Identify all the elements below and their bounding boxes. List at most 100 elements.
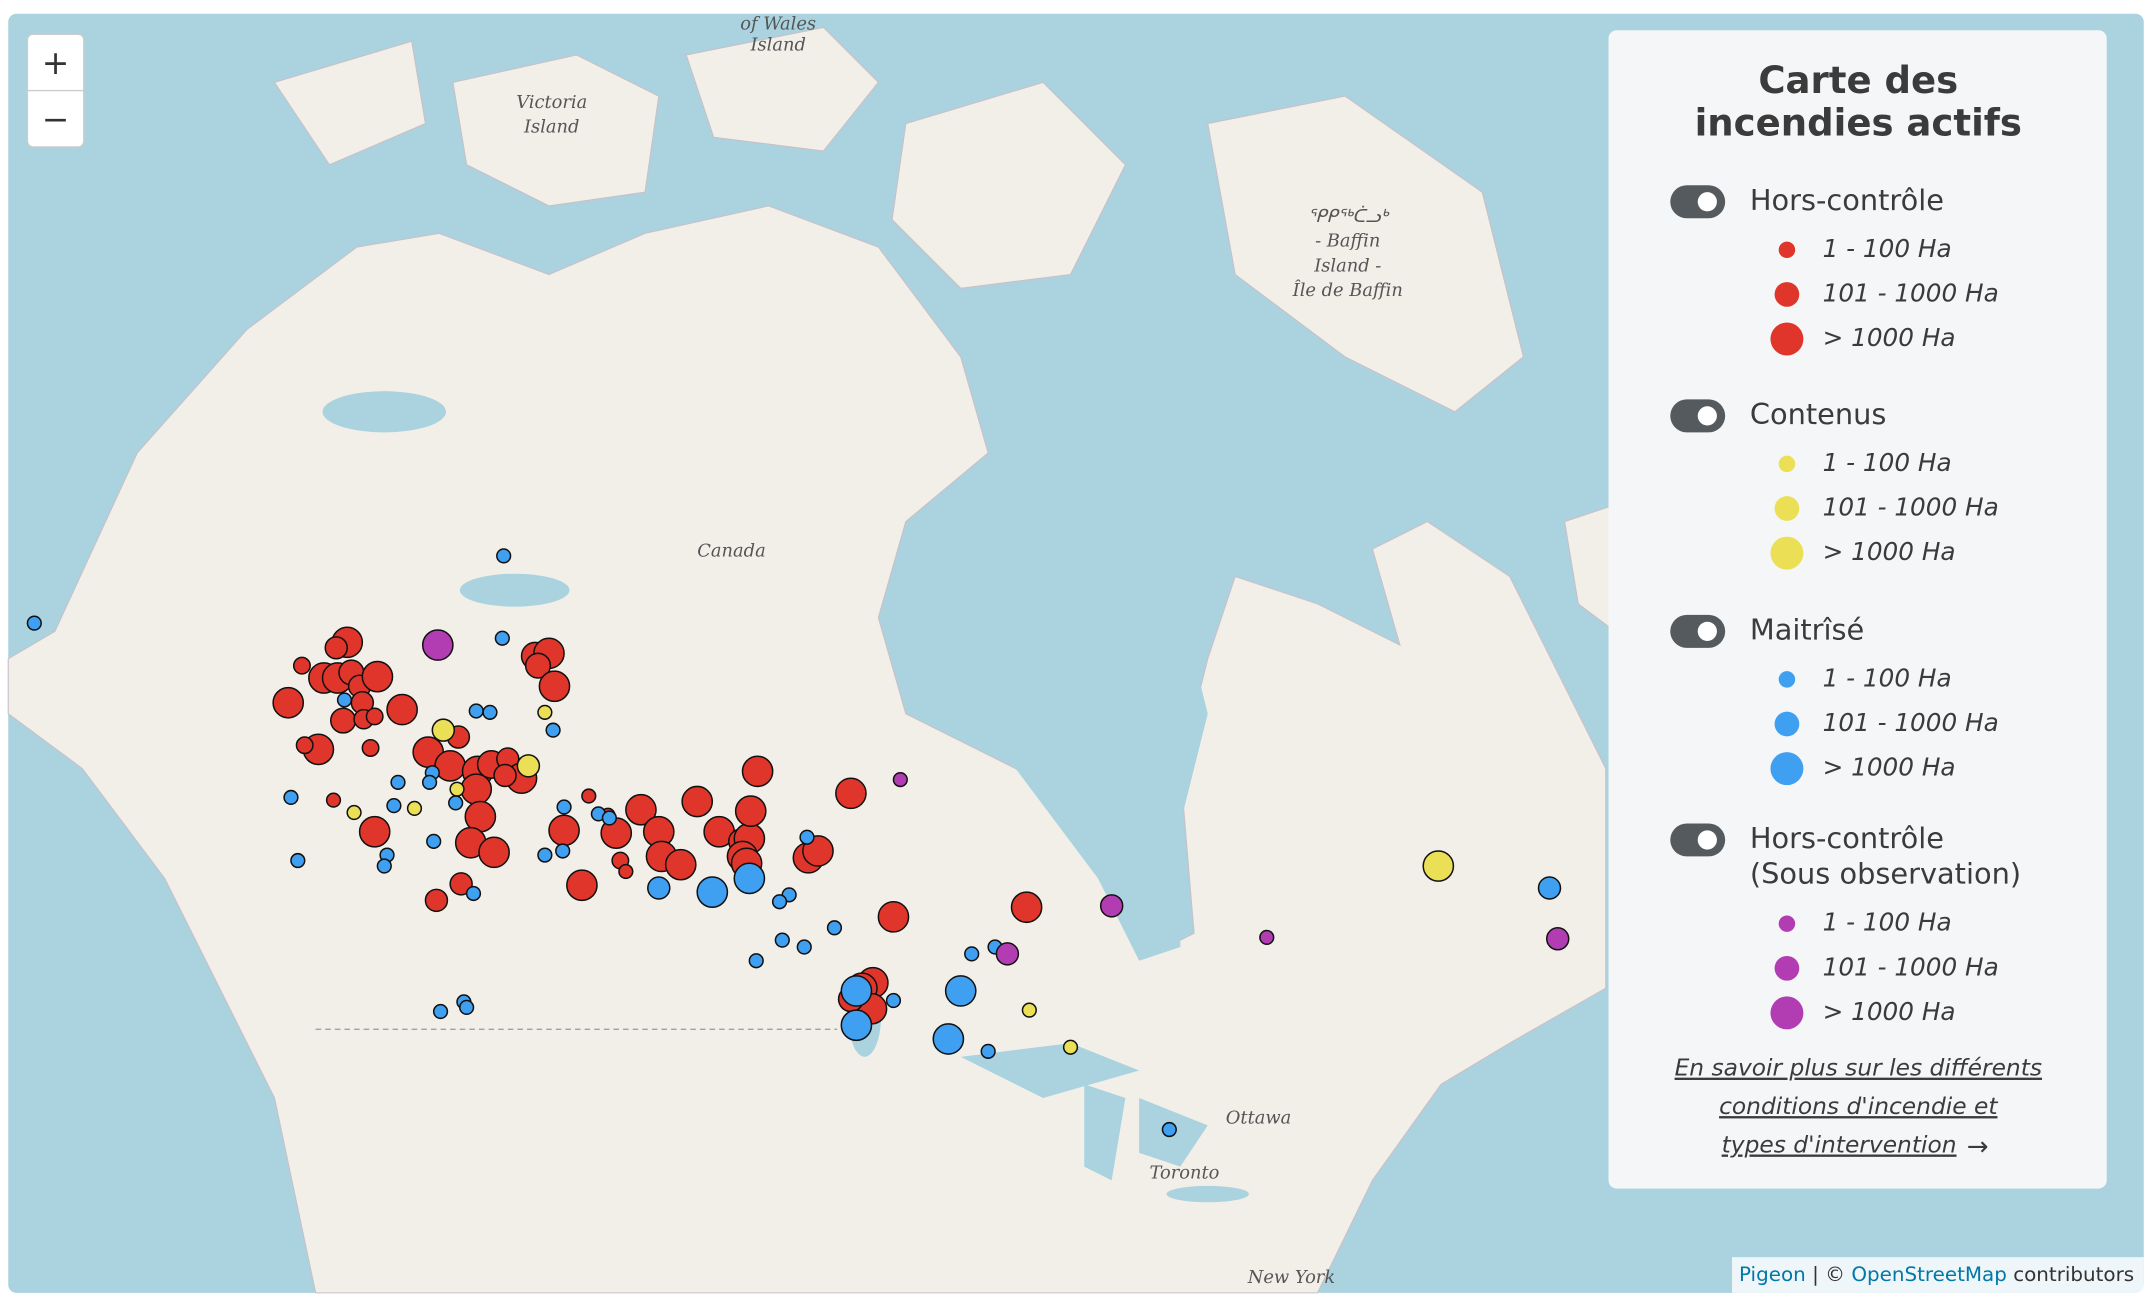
fire-marker[interactable] (601, 810, 617, 826)
fire-marker[interactable] (358, 815, 391, 848)
fire-marker[interactable] (292, 656, 311, 675)
fire-marker[interactable] (449, 781, 465, 797)
fire-marker[interactable] (1099, 894, 1124, 918)
fire-marker[interactable] (885, 992, 902, 1009)
fire-marker[interactable] (290, 852, 306, 869)
fire-marker[interactable] (796, 939, 812, 955)
fire-marker[interactable] (771, 894, 788, 910)
fire-marker[interactable] (733, 862, 766, 895)
fire-marker[interactable] (434, 750, 467, 782)
fire-marker[interactable] (295, 736, 314, 755)
zoom-out[interactable]: − (42, 99, 70, 138)
fire-marker[interactable] (1545, 927, 1570, 951)
fire-marker[interactable] (421, 629, 454, 661)
link-arrow[interactable]: → (1967, 1132, 1989, 1162)
fire-marker[interactable] (493, 763, 517, 788)
fire-marker[interactable] (826, 920, 843, 936)
group-label: Hors-contrôle (1750, 183, 1944, 217)
fire-marker[interactable] (995, 942, 1020, 966)
fire-marker[interactable] (545, 722, 561, 738)
place-label: Ottawa (1226, 1108, 1291, 1129)
fire-marker[interactable] (390, 774, 406, 790)
fire-marker[interactable] (892, 771, 908, 788)
fire-marker[interactable] (548, 814, 580, 847)
info-link[interactable]: conditions d'incendie et (1719, 1092, 1998, 1120)
fire-marker[interactable] (625, 793, 657, 826)
fire-marker[interactable] (524, 652, 552, 679)
fire-marker[interactable] (932, 1023, 965, 1055)
fire-marker[interactable] (449, 872, 473, 896)
fire-marker[interactable] (748, 953, 764, 969)
fire-marker[interactable] (494, 630, 510, 646)
fire-marker[interactable] (460, 773, 493, 806)
fire-marker[interactable] (664, 848, 697, 881)
fire-marker[interactable] (478, 836, 510, 869)
fire-marker[interactable] (980, 1043, 996, 1059)
fire-marker[interactable] (376, 858, 392, 874)
fire-marker[interactable] (516, 754, 541, 778)
fire-marker[interactable] (537, 847, 553, 863)
fire-marker[interactable] (330, 707, 357, 734)
fire-marker[interactable] (468, 703, 484, 719)
fire-marker[interactable] (555, 843, 571, 859)
fire-marker[interactable] (840, 1009, 873, 1042)
fire-marker[interactable] (448, 795, 464, 811)
fire-marker[interactable] (431, 718, 456, 742)
fire-marker[interactable] (835, 777, 867, 810)
fire-marker[interactable] (325, 792, 342, 808)
fire-marker[interactable] (424, 888, 449, 913)
legend-swatch (1774, 282, 1800, 307)
fire-marker[interactable] (877, 900, 910, 933)
fire-marker[interactable] (426, 833, 442, 849)
fire-marker[interactable] (1010, 891, 1043, 924)
fire-marker[interactable] (26, 615, 42, 631)
zoom-in[interactable]: + (42, 43, 70, 82)
fire-marker[interactable] (459, 999, 475, 1016)
size-label: > 1000 Ha (1823, 537, 1956, 566)
fire-marker[interactable] (283, 789, 299, 806)
fire-marker[interactable] (406, 800, 423, 817)
legend-title: incendies actifs (1695, 101, 2022, 144)
fire-marker[interactable] (799, 829, 815, 845)
fire-marker[interactable] (537, 704, 553, 720)
fire-marker[interactable] (482, 704, 498, 720)
fire-marker[interactable] (741, 755, 774, 788)
fire-marker[interactable] (774, 932, 790, 948)
fire-marker[interactable] (421, 774, 438, 790)
fire-marker[interactable] (1259, 929, 1275, 946)
fire-marker[interactable] (361, 660, 394, 693)
info-link[interactable]: En savoir plus sur les différents (1675, 1054, 2042, 1082)
fire-marker[interactable] (336, 692, 353, 708)
fire-marker[interactable] (696, 876, 729, 908)
provider-link[interactable]: Pigeon (1739, 1263, 1806, 1286)
fire-marker[interactable] (1021, 1002, 1037, 1018)
fire-marker[interactable] (1422, 850, 1455, 882)
fire-marker[interactable] (324, 636, 348, 660)
osm-link[interactable]: OpenStreetMap (1851, 1263, 2007, 1286)
toggle-knob (1697, 830, 1717, 850)
fire-marker[interactable] (361, 739, 380, 758)
fire-marker[interactable] (538, 670, 571, 703)
fire-marker[interactable] (581, 788, 597, 804)
fire-marker[interactable] (618, 863, 634, 880)
fire-marker[interactable] (386, 798, 402, 814)
fire-marker[interactable] (1537, 876, 1562, 900)
fire-marker[interactable] (734, 795, 767, 827)
fire-marker[interactable] (681, 785, 714, 818)
fire-marker[interactable] (1062, 1039, 1079, 1055)
fire-marker[interactable] (465, 885, 482, 902)
fire-marker[interactable] (556, 799, 572, 815)
fire-marker[interactable] (496, 548, 512, 564)
fire-marker[interactable] (1161, 1121, 1177, 1138)
fire-marker[interactable] (346, 804, 362, 821)
fire-marker[interactable] (840, 975, 873, 1007)
fire-marker[interactable] (386, 693, 418, 726)
fire-marker[interactable] (432, 1003, 449, 1020)
fire-marker[interactable] (272, 686, 305, 719)
info-link[interactable]: types d'intervention (1722, 1131, 1957, 1159)
fire-marker[interactable] (365, 707, 384, 726)
fire-marker[interactable] (566, 869, 598, 902)
fire-marker[interactable] (944, 975, 977, 1007)
fire-marker[interactable] (964, 946, 980, 962)
fire-marker[interactable] (647, 876, 671, 900)
